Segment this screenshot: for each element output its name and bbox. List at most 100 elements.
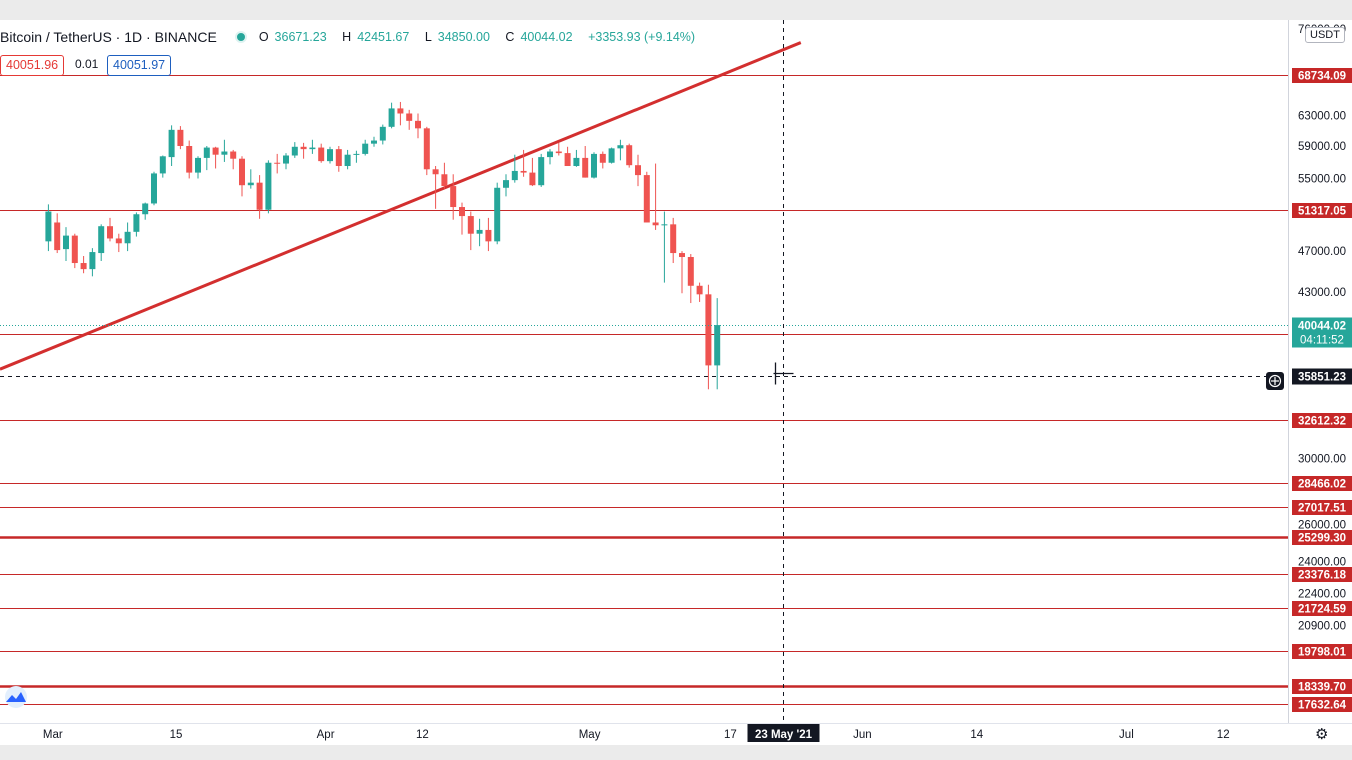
- candle-body[interactable]: [679, 253, 685, 258]
- candle-body[interactable]: [599, 153, 606, 163]
- candle-body[interactable]: [168, 129, 175, 158]
- candle-body[interactable]: [494, 187, 501, 242]
- candle-body[interactable]: [635, 165, 641, 176]
- candle-body[interactable]: [705, 294, 712, 366]
- candle-body[interactable]: [714, 325, 721, 366]
- candle-body[interactable]: [344, 154, 351, 167]
- candle-body[interactable]: [159, 156, 166, 174]
- candle-body[interactable]: [406, 113, 413, 121]
- candle-body[interactable]: [696, 285, 703, 295]
- candle-body[interactable]: [564, 153, 571, 167]
- candle-body[interactable]: [80, 263, 87, 270]
- candle-body[interactable]: [626, 145, 633, 166]
- candle-body[interactable]: [45, 211, 52, 242]
- low-label: L: [424, 30, 432, 44]
- candle-body[interactable]: [573, 157, 580, 167]
- close-label: C: [505, 30, 515, 44]
- settings-gear-icon[interactable]: ⚙: [1315, 726, 1329, 743]
- level-price-label-bg: [1292, 567, 1352, 582]
- candle-body[interactable]: [221, 151, 228, 155]
- candle-body[interactable]: [608, 148, 615, 163]
- time-tick-label: Jun: [853, 729, 872, 741]
- candle-body[interactable]: [538, 157, 545, 186]
- level-price-label: 18339.70: [1298, 682, 1346, 694]
- candle-body[interactable]: [203, 147, 210, 158]
- candle-body[interactable]: [652, 222, 659, 226]
- tradingview-logo-icon[interactable]: [3, 686, 29, 708]
- time-tick-label: May: [579, 729, 601, 741]
- level-price-label-bg: [1292, 68, 1352, 83]
- trendline[interactable]: [0, 41, 802, 371]
- candle-body[interactable]: [661, 224, 668, 226]
- level-price-label-bg: [1292, 500, 1352, 515]
- candle-body[interactable]: [485, 229, 492, 242]
- candle-body[interactable]: [247, 182, 254, 186]
- candle-body[interactable]: [71, 235, 78, 264]
- candle-body[interactable]: [459, 207, 465, 217]
- candle-body[interactable]: [230, 151, 237, 159]
- candle-body[interactable]: [511, 170, 518, 181]
- sell-price-button[interactable]: 40051.96: [0, 55, 65, 76]
- candle-body[interactable]: [379, 126, 386, 141]
- candle-body[interactable]: [441, 174, 448, 187]
- level-price-label: 17632.64: [1298, 700, 1347, 712]
- candle-body[interactable]: [239, 158, 245, 186]
- candle-body[interactable]: [256, 182, 263, 210]
- price-tick-label: 55000.00: [1298, 173, 1346, 185]
- symbol-title[interactable]: Bitcoin / TetherUS · 1D · BINANCE: [0, 29, 217, 45]
- candle-body[interactable]: [670, 224, 677, 254]
- candle-body[interactable]: [617, 145, 624, 149]
- candle-body[interactable]: [520, 170, 527, 173]
- candle-body[interactable]: [89, 252, 96, 270]
- candle-body[interactable]: [388, 108, 395, 127]
- candle-body[interactable]: [415, 120, 421, 129]
- candle-body[interactable]: [362, 143, 369, 154]
- time-axis[interactable]: [0, 723, 1352, 745]
- level-price-label: 32612.32: [1298, 416, 1346, 428]
- candle-body[interactable]: [107, 226, 113, 239]
- candle-body[interactable]: [450, 186, 457, 208]
- candle-body[interactable]: [124, 231, 131, 244]
- candle-body[interactable]: [283, 155, 289, 164]
- candle-body[interactable]: [555, 151, 562, 154]
- candle-body[interactable]: [476, 229, 483, 234]
- price-tick-label: 59000.00: [1298, 141, 1346, 153]
- candle-body[interactable]: [133, 214, 140, 232]
- candle-body[interactable]: [643, 175, 650, 223]
- candle-body[interactable]: [503, 180, 509, 188]
- candle-body[interactable]: [291, 146, 298, 156]
- candle-body[interactable]: [353, 153, 360, 155]
- candle-body[interactable]: [195, 157, 201, 173]
- candle-body[interactable]: [300, 146, 307, 150]
- candle-body[interactable]: [397, 108, 404, 114]
- candle-body[interactable]: [265, 162, 272, 210]
- candle-body[interactable]: [582, 157, 589, 178]
- add-alert-icon[interactable]: [1266, 372, 1284, 390]
- candle-body[interactable]: [186, 146, 193, 173]
- candle-body[interactable]: [151, 173, 157, 204]
- candle-body[interactable]: [591, 153, 597, 178]
- price-tick-label: 20900.00: [1298, 621, 1346, 633]
- candle-body[interactable]: [212, 147, 219, 155]
- candle-body[interactable]: [467, 216, 474, 234]
- chart-canvas[interactable]: 76000.0063000.0059000.0055000.0051000.00…: [0, 20, 1352, 745]
- candle-body[interactable]: [547, 151, 553, 158]
- candle-body[interactable]: [687, 257, 694, 286]
- buy-price-button[interactable]: 40051.97: [107, 55, 172, 76]
- candle-body[interactable]: [54, 222, 61, 251]
- candle-body[interactable]: [432, 169, 439, 175]
- candle-body[interactable]: [327, 149, 333, 162]
- candle-body[interactable]: [115, 238, 122, 244]
- candle-body[interactable]: [98, 226, 105, 254]
- candle-body[interactable]: [142, 203, 149, 215]
- candle-body[interactable]: [309, 147, 316, 150]
- candle-body[interactable]: [274, 162, 281, 164]
- candle-body[interactable]: [318, 147, 325, 162]
- candle-body[interactable]: [335, 149, 342, 167]
- candle-body[interactable]: [371, 140, 377, 144]
- candle-body[interactable]: [63, 235, 69, 250]
- candle-body[interactable]: [529, 172, 536, 186]
- candle-body[interactable]: [177, 129, 184, 147]
- currency-button[interactable]: USDT: [1305, 27, 1345, 43]
- candle-body[interactable]: [423, 128, 430, 170]
